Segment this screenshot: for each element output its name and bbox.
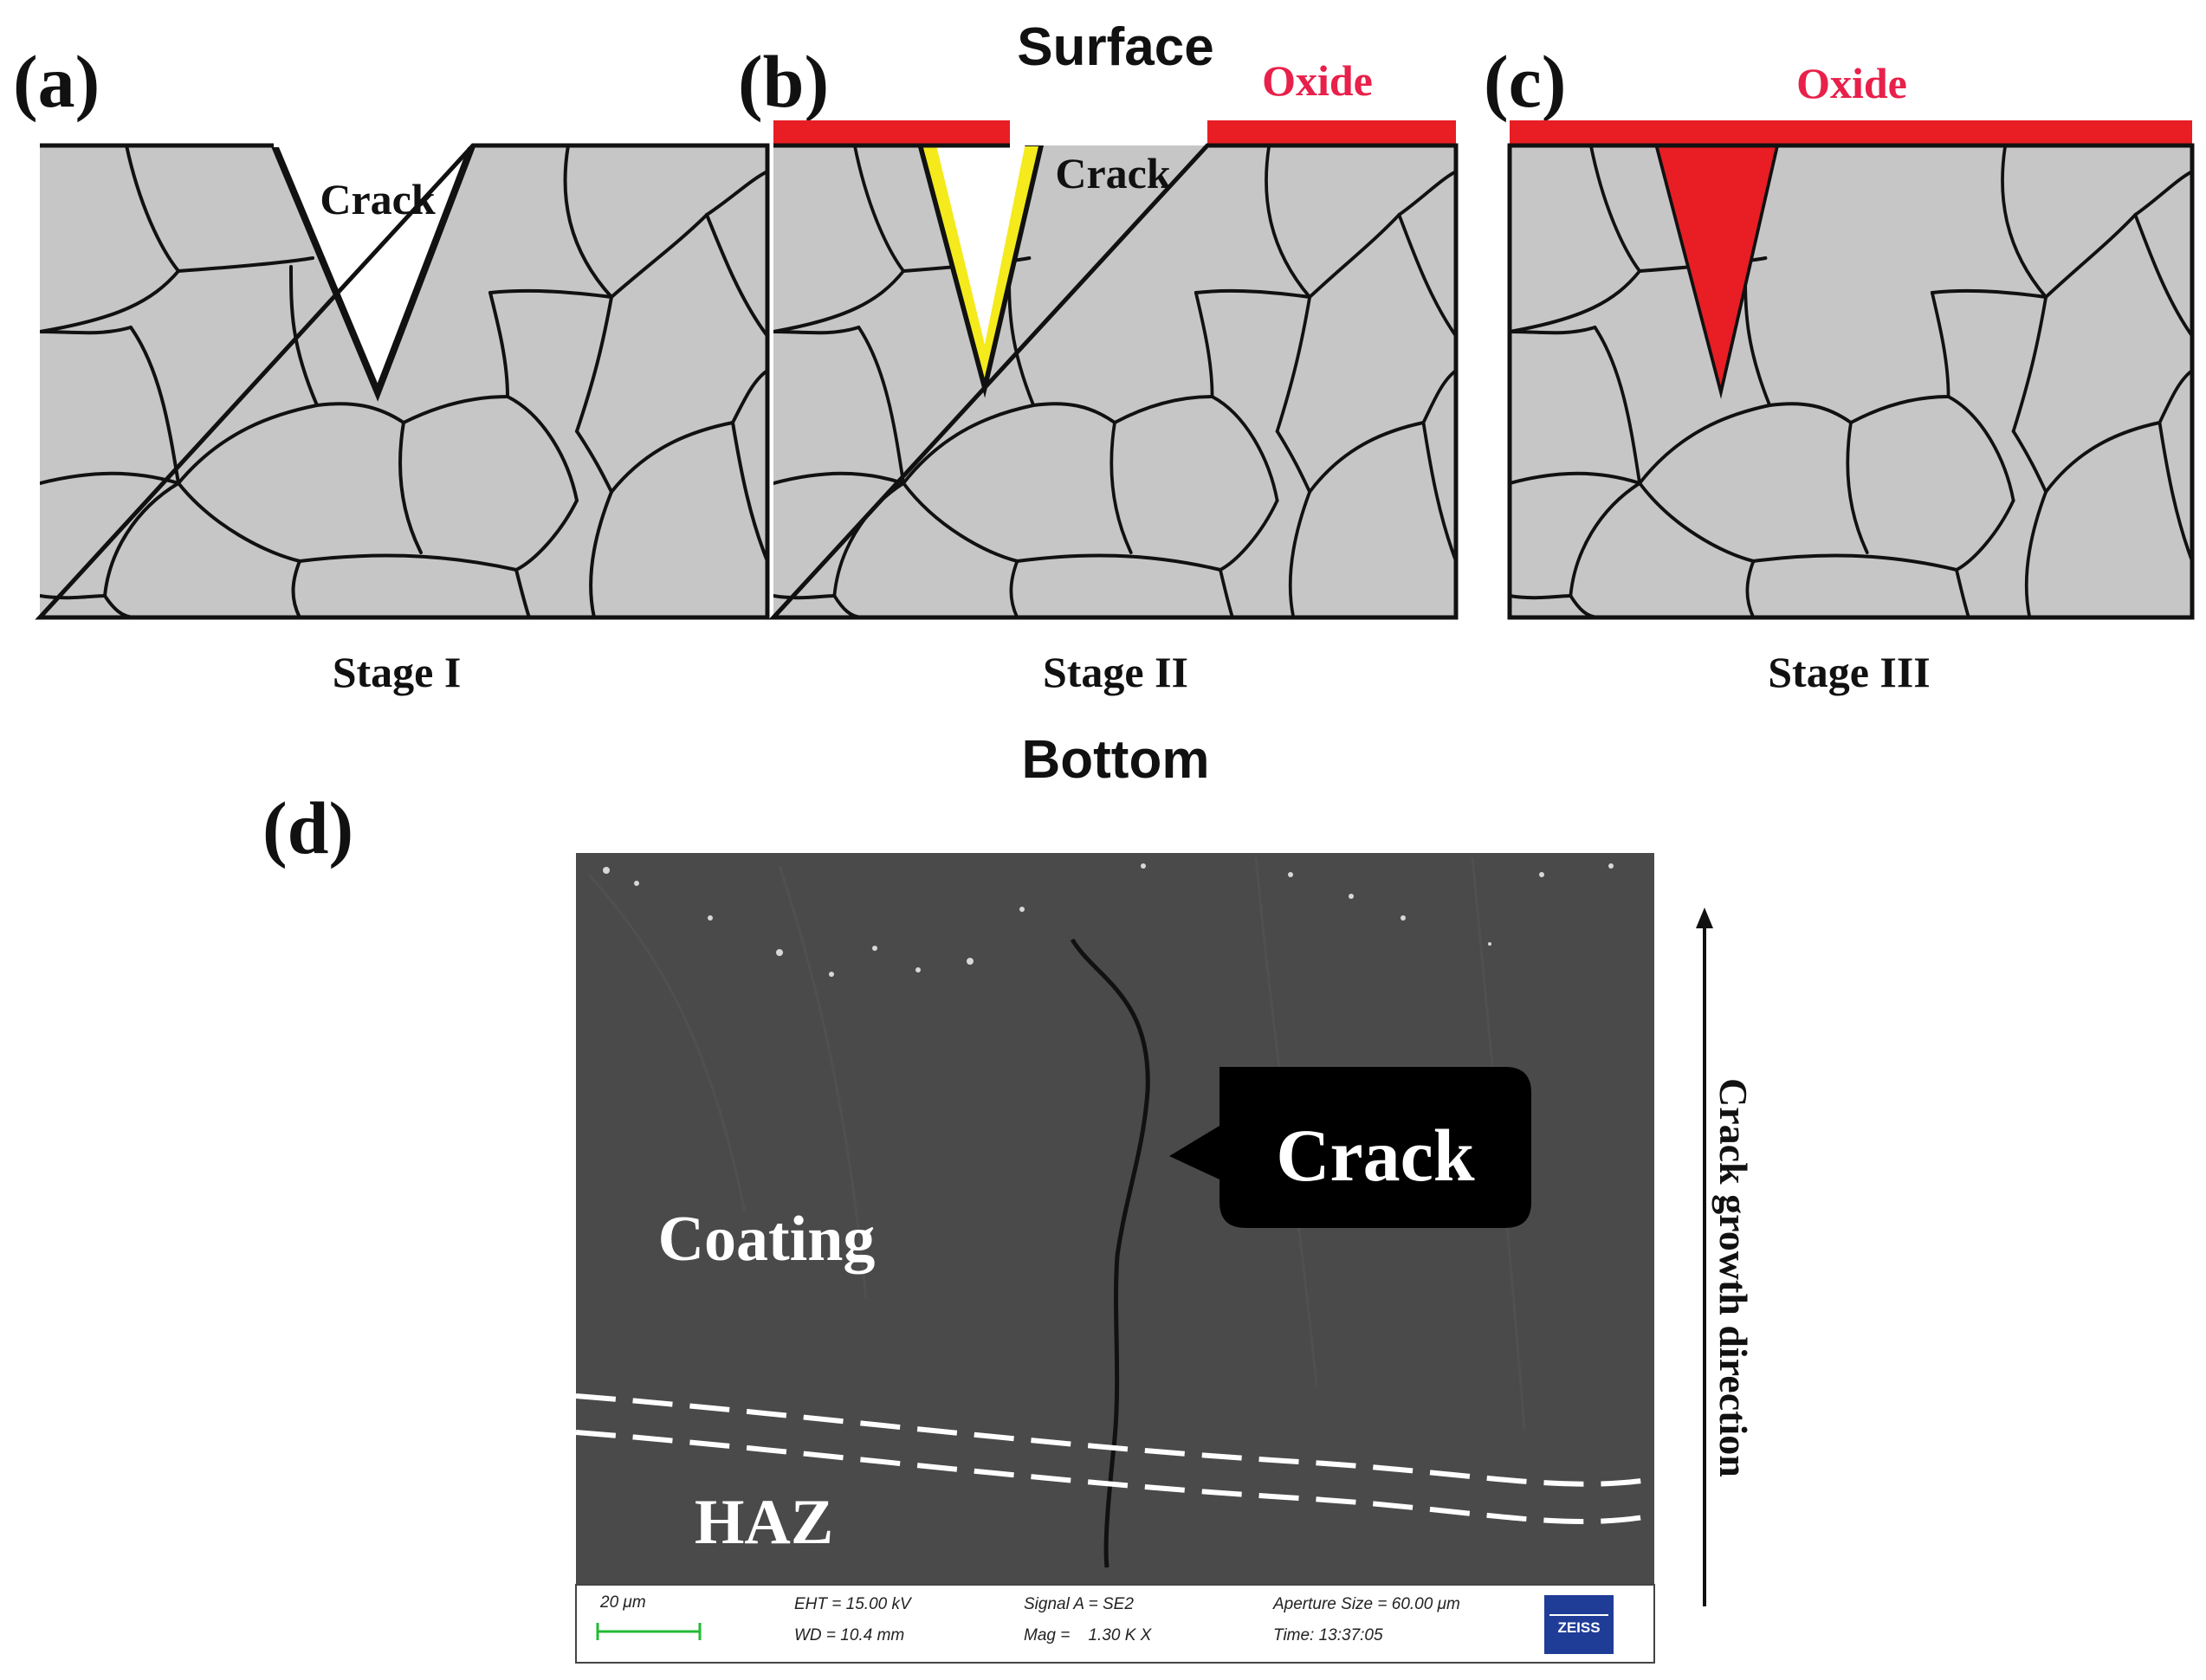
scale-bar	[596, 1623, 702, 1640]
zeiss-logo-text: ZEISS	[1557, 1619, 1600, 1636]
growth-direction-arrow	[1696, 908, 1713, 1606]
coating-boundary-upper	[575, 1393, 1655, 1487]
coating-boundary-lower	[575, 1430, 1655, 1524]
block-outline-c	[1507, 143, 2195, 620]
sem-info-bar	[575, 1584, 1655, 1664]
surface-oxide-left-b	[773, 120, 1010, 144]
panel-letter-c: (c)	[1484, 40, 1566, 123]
signal-readout: Signal A = SE2	[1024, 1595, 1134, 1613]
bottom-label: Bottom	[1022, 730, 1210, 790]
crack-notch-a	[270, 145, 476, 402]
time-readout: Time: 13:37:05	[1273, 1626, 1383, 1644]
panel-letter-d: (d)	[262, 786, 353, 869]
surface-oxide-c	[1510, 120, 2192, 145]
crack-callout-text: Crack	[1276, 1114, 1474, 1197]
block-outline-b	[768, 143, 1459, 620]
crack-label-a: Crack	[320, 175, 435, 223]
oxide-label-b: Oxide	[1262, 56, 1373, 105]
surface-label: Surface	[1017, 17, 1213, 77]
panel-a: (a) Crack Stage I	[13, 40, 770, 696]
stage-label-b: Stage II	[1043, 648, 1188, 696]
zeiss-logo: ZEISS	[1544, 1595, 1614, 1654]
panel-letter-a: (a)	[13, 40, 100, 123]
stage-label-a: Stage I	[333, 648, 462, 696]
panel-c: (c) Oxide Stage III	[1484, 40, 2195, 696]
growth-direction-label: Crack growth direction	[1711, 1078, 1756, 1477]
eht-readout: EHT = 15.00 kV	[794, 1595, 913, 1613]
sem-crack-line	[1070, 938, 1150, 1568]
crack-label-b: Crack	[1055, 149, 1170, 197]
haz-label: HAZ	[695, 1487, 833, 1558]
panel-letter-b: (b)	[738, 40, 829, 123]
scale-bar-label: 20 μm	[599, 1593, 646, 1612]
stage-label-c: Stage III	[1768, 648, 1931, 696]
oxide-label-c: Oxide	[1796, 59, 1907, 107]
panel-d: (d) Coating HAZ C	[262, 786, 1756, 1664]
wd-readout: WD = 10.4 mm	[794, 1626, 904, 1644]
oxide-filled-crack-c	[1654, 145, 1780, 399]
sem-precipitates	[603, 863, 1614, 977]
crack-callout: Crack	[1169, 1067, 1531, 1228]
mag-readout: Mag = 1.30 K X	[1024, 1626, 1153, 1644]
block-outline-a	[35, 143, 770, 620]
aperture-readout: Aperture Size = 60.00 μm	[1272, 1595, 1460, 1613]
surface-oxide-right-b	[1207, 120, 1456, 144]
coating-label: Coating	[658, 1204, 876, 1275]
panel-b: (b) Oxide Crack Stage II	[738, 40, 1459, 696]
